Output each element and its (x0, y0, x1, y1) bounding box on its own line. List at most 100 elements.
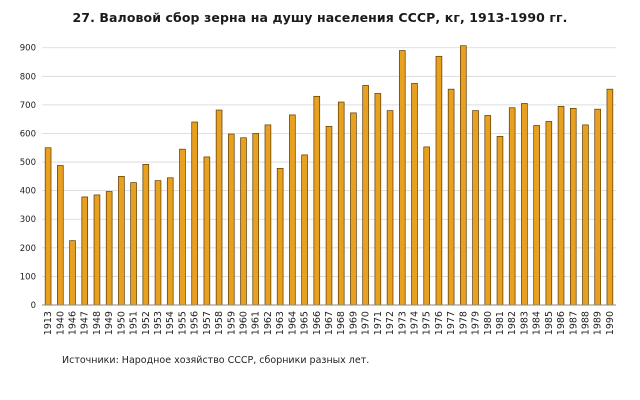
x-tick-label: 1982 (507, 311, 518, 335)
bar-1975 (423, 146, 430, 306)
bar-1955 (179, 148, 186, 306)
bar-1988 (582, 124, 589, 306)
x-tick-label: 1955 (177, 311, 188, 335)
x-tick-label: 1972 (385, 311, 396, 335)
bar-1985 (545, 121, 553, 306)
x-tick-label: 1979 (471, 311, 482, 335)
x-tick-label: 1958 (214, 311, 225, 335)
bar-1974 (411, 83, 418, 306)
x-tick-label: 1956 (190, 311, 201, 335)
x-tick-label: 1968 (336, 311, 347, 335)
x-tick-label: 1913 (43, 311, 54, 335)
bar-1951 (130, 182, 137, 306)
x-tick-label: 1975 (422, 311, 433, 335)
x-tick-label: 1960 (239, 311, 250, 335)
x-tick-label: 1986 (556, 311, 567, 335)
source-note: Источники: Народное хозяйство СССР, сбор… (62, 355, 370, 366)
bar-1971 (374, 93, 382, 306)
bars (44, 45, 614, 306)
x-tick-label: 1966 (312, 311, 323, 335)
x-tick-label: 1953 (153, 311, 164, 335)
x-tick-label: 1947 (80, 311, 91, 335)
x-tick-label: 1976 (434, 311, 445, 335)
x-tick-label: 1984 (532, 311, 543, 335)
bar-1965 (301, 154, 308, 306)
x-tick-label: 1983 (519, 311, 530, 335)
bar-1982 (508, 107, 516, 306)
bar-1984 (533, 125, 540, 306)
y-tick-label: 900 (20, 44, 36, 54)
x-tick-label: 1977 (446, 311, 457, 335)
bar-1962 (264, 124, 272, 306)
bar-1947 (81, 196, 89, 306)
x-tick-label: 1951 (129, 311, 140, 335)
bar-1958 (215, 109, 223, 306)
x-tick-label: 1988 (580, 311, 591, 335)
bar-1948 (93, 194, 101, 306)
bar-1967 (325, 125, 333, 306)
bar-1983 (521, 103, 528, 306)
y-tick-label: 700 (20, 101, 36, 111)
x-tick-label: 1959 (226, 311, 237, 335)
bar-1957 (203, 156, 211, 306)
x-tick-label: 1948 (92, 311, 103, 335)
bar-1986 (557, 105, 565, 306)
bar-1976 (435, 55, 443, 306)
bar-1960 (240, 137, 247, 306)
bar-1977 (447, 88, 455, 306)
x-tick-label: 1949 (104, 311, 115, 335)
bar-1981 (496, 135, 504, 306)
y-tick-label: 100 (20, 272, 36, 282)
x-tick-label: 1980 (483, 311, 494, 335)
x-tick-label: 1964 (287, 311, 298, 335)
x-tick-label: 1969 (348, 311, 359, 335)
bar-1987 (569, 107, 577, 306)
bar-1978 (460, 45, 467, 306)
bar-1966 (313, 95, 321, 306)
bar-1968 (337, 101, 345, 306)
bar-1952 (142, 164, 150, 306)
bar-1964 (289, 114, 296, 306)
x-tick-label: 1952 (141, 311, 152, 335)
x-tick-label: 1974 (409, 311, 420, 335)
x-tick-label: 1961 (251, 311, 262, 335)
bar-1980 (484, 115, 492, 306)
x-tick-label: 1963 (275, 311, 286, 335)
x-tick-label: 1985 (544, 311, 555, 335)
x-tick-label: 1978 (458, 311, 469, 335)
x-tick-label: 1954 (165, 311, 176, 335)
x-tick-label: 1973 (397, 311, 408, 335)
y-axis-ticks: 0 100 200 300 400 500 600 700 800 900 (20, 44, 36, 311)
bar-1940 (57, 165, 64, 306)
bar-1989 (594, 108, 601, 306)
bar-1970 (362, 85, 369, 306)
chart-title: 27. Валовой сбор зерна на душу населения… (72, 10, 568, 25)
x-tick-label: 1967 (324, 311, 335, 335)
y-tick-label: 300 (20, 215, 36, 225)
y-tick-label: 800 (20, 72, 36, 82)
y-tick-label: 600 (20, 129, 36, 139)
bar-1956 (191, 121, 198, 306)
x-tick-label: 1990 (605, 311, 616, 335)
y-tick-label: 400 (20, 187, 36, 197)
x-tick-label: 1950 (116, 311, 127, 335)
bar-1946 (69, 240, 76, 306)
bar-1950 (118, 176, 125, 306)
bar-1954 (166, 177, 174, 306)
bar-1963 (276, 168, 284, 306)
x-tick-label: 1962 (263, 311, 274, 335)
bar-1972 (386, 110, 394, 306)
bar-1913 (44, 147, 52, 306)
bar-1979 (472, 110, 479, 306)
x-tick-label: 1965 (300, 311, 311, 335)
bar-1969 (350, 112, 357, 306)
x-tick-label: 1981 (495, 311, 506, 335)
y-tick-label: 200 (20, 244, 36, 254)
x-tick-label: 1970 (361, 311, 372, 335)
bar-1949 (105, 191, 113, 306)
bar-1959 (228, 133, 235, 306)
x-tick-label: 1957 (202, 311, 213, 335)
y-tick-label: 500 (20, 158, 36, 168)
bar-1973 (398, 50, 406, 306)
